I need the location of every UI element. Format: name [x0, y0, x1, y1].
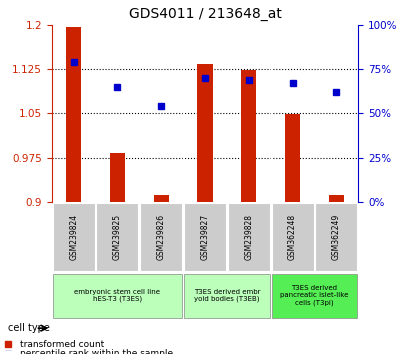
Bar: [197, 64, 213, 202]
Text: GSM239828: GSM239828: [244, 214, 253, 260]
Bar: [228, 203, 270, 271]
Text: embryonic stem cell line
hES-T3 (T3ES): embryonic stem cell line hES-T3 (T3ES): [74, 289, 160, 302]
Bar: [315, 203, 357, 271]
Bar: [271, 274, 357, 318]
Bar: [66, 27, 81, 202]
Text: T3ES derived embr
yoid bodies (T3EB): T3ES derived embr yoid bodies (T3EB): [193, 289, 260, 302]
Text: GSM239825: GSM239825: [113, 214, 122, 260]
Bar: [184, 274, 270, 318]
Text: cell type: cell type: [8, 323, 50, 333]
Text: GSM239824: GSM239824: [69, 214, 78, 260]
Bar: [285, 114, 300, 202]
Bar: [140, 203, 182, 271]
Bar: [96, 203, 139, 271]
Bar: [271, 203, 314, 271]
Bar: [53, 274, 182, 318]
Text: GSM362249: GSM362249: [332, 214, 341, 260]
Text: T3ES derived
pancreatic islet-like
cells (T3pi): T3ES derived pancreatic islet-like cells…: [280, 285, 349, 306]
Text: GSM362248: GSM362248: [288, 214, 297, 260]
Text: GSM239826: GSM239826: [157, 214, 166, 260]
Text: transformed count: transformed count: [20, 339, 104, 349]
Bar: [241, 70, 256, 202]
Text: percentile rank within the sample: percentile rank within the sample: [20, 349, 173, 354]
Title: GDS4011 / 213648_at: GDS4011 / 213648_at: [129, 7, 281, 21]
Text: GSM239827: GSM239827: [201, 214, 209, 260]
Bar: [329, 195, 344, 202]
Bar: [154, 195, 169, 202]
Bar: [110, 153, 125, 202]
Bar: [184, 203, 226, 271]
Bar: [53, 203, 95, 271]
